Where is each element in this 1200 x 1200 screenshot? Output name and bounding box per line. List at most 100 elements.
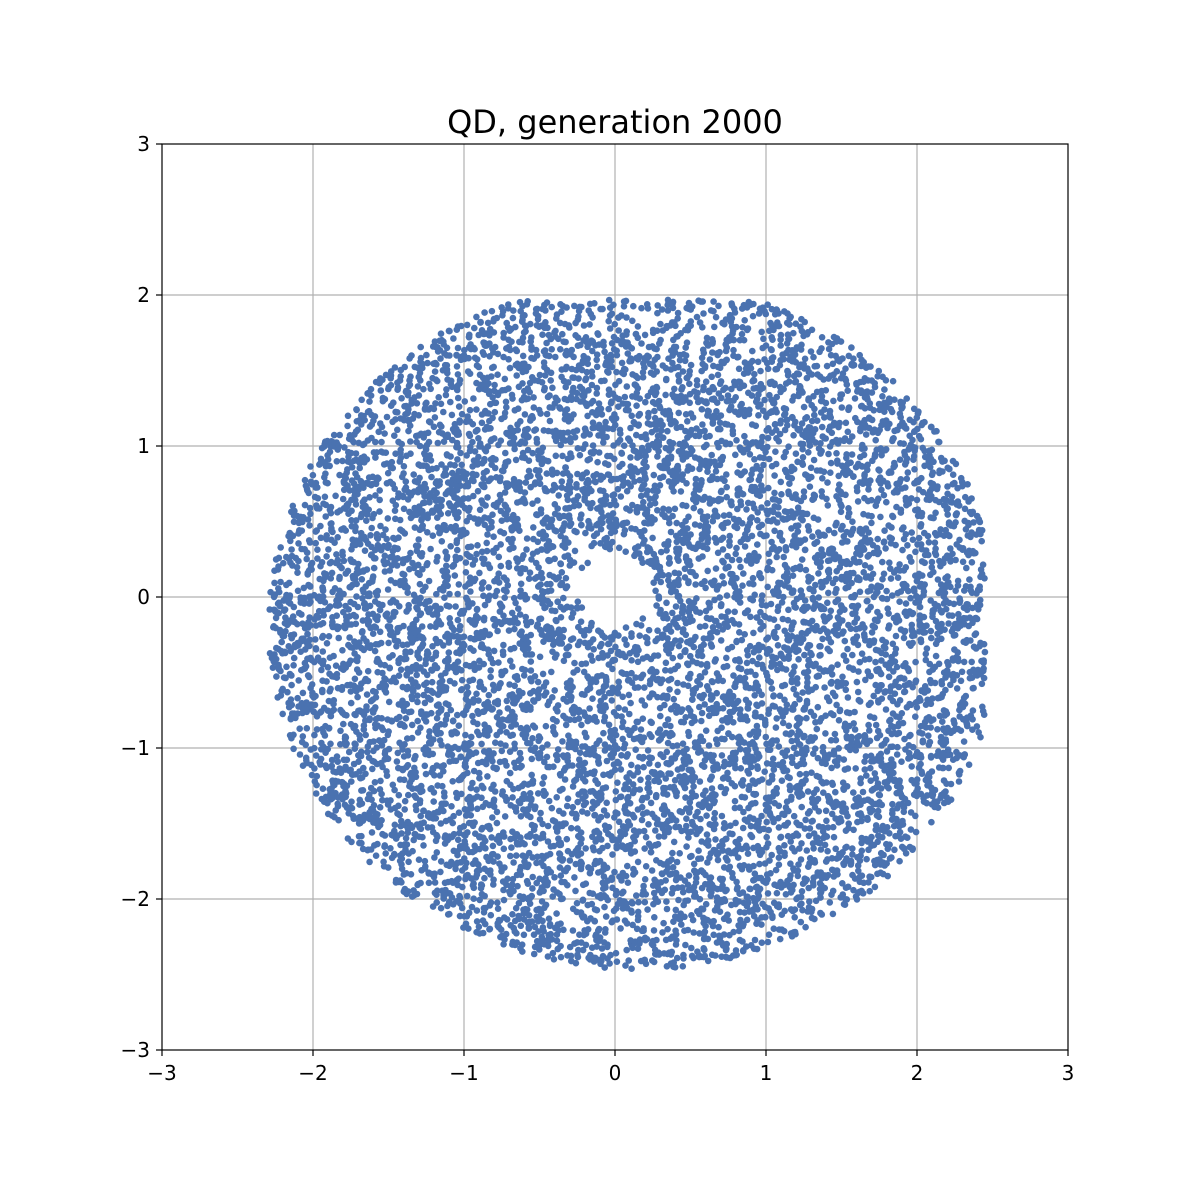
scatter-point xyxy=(857,424,864,432)
scatter-point xyxy=(514,882,521,890)
scatter-point xyxy=(446,590,453,598)
scatter-point xyxy=(476,371,484,379)
scatter-point xyxy=(396,776,404,783)
scatter-point xyxy=(888,816,896,823)
scatter-point xyxy=(768,305,776,313)
scatter-point xyxy=(695,952,703,959)
scatter-point xyxy=(759,900,766,908)
scatter-point xyxy=(442,669,449,677)
scatter-point xyxy=(927,724,934,731)
scatter-point xyxy=(453,439,461,447)
scatter-point xyxy=(775,861,783,868)
scatter-point xyxy=(612,643,619,651)
scatter-point xyxy=(931,539,939,546)
scatter-point xyxy=(664,925,671,933)
scatter-point xyxy=(896,697,904,704)
scatter-point xyxy=(329,618,336,626)
scatter-point xyxy=(915,486,923,493)
scatter-point xyxy=(510,859,517,866)
scatter-point xyxy=(514,619,521,627)
scatter-point xyxy=(660,919,667,927)
scatter-point xyxy=(801,318,808,326)
scatter-point xyxy=(698,838,705,845)
scatter-point xyxy=(663,748,671,756)
scatter-point xyxy=(749,312,757,320)
scatter-point xyxy=(733,886,741,893)
scatter-point xyxy=(378,790,385,798)
scatter-point xyxy=(642,833,650,841)
scatter-point xyxy=(758,328,765,336)
scatter-point xyxy=(573,484,580,491)
scatter-point xyxy=(828,671,836,678)
scatter-point xyxy=(508,844,515,851)
scatter-point xyxy=(645,413,652,421)
scatter-point xyxy=(568,824,575,832)
scatter-point xyxy=(942,597,950,604)
scatter-point xyxy=(421,762,429,770)
scatter-point xyxy=(512,904,520,912)
scatter-point xyxy=(772,448,779,456)
scatter-point xyxy=(539,744,546,752)
scatter-point xyxy=(603,799,610,807)
scatter-point xyxy=(451,572,459,579)
scatter-point xyxy=(475,769,483,777)
scatter-point xyxy=(634,908,642,916)
scatter-point xyxy=(947,558,954,565)
scatter-point xyxy=(501,594,509,601)
scatter-point xyxy=(297,596,305,603)
scatter-point xyxy=(859,788,867,796)
scatter-point xyxy=(833,567,840,575)
scatter-point xyxy=(889,512,896,520)
scatter-point xyxy=(405,427,412,435)
scatter-point xyxy=(546,571,553,579)
scatter-point xyxy=(624,479,632,487)
scatter-point xyxy=(480,579,487,586)
scatter-point xyxy=(789,414,796,422)
scatter-point xyxy=(885,610,892,617)
scatter-point xyxy=(376,487,384,494)
scatter-point xyxy=(760,335,767,343)
scatter-point xyxy=(527,667,535,674)
scatter-point xyxy=(534,538,542,546)
scatter-point xyxy=(638,816,646,824)
scatter-point xyxy=(548,668,555,676)
scatter-point xyxy=(714,475,721,483)
scatter-point xyxy=(425,577,433,585)
scatter-point xyxy=(283,581,290,589)
scatter-point xyxy=(400,463,408,470)
scatter-point xyxy=(626,710,633,718)
scatter-point xyxy=(710,307,717,315)
scatter-point xyxy=(443,386,450,393)
scatter-point xyxy=(465,848,473,856)
scatter-point xyxy=(485,631,493,639)
scatter-point xyxy=(475,435,482,442)
scatter-point xyxy=(317,534,325,542)
scatter-point xyxy=(712,565,720,572)
scatter-point xyxy=(805,449,812,456)
scatter-point xyxy=(285,643,293,650)
scatter-point xyxy=(669,849,676,857)
scatter-point xyxy=(401,806,409,813)
scatter-point xyxy=(808,651,815,659)
scatter-point xyxy=(732,451,739,459)
scatter-point xyxy=(549,384,556,392)
scatter-point xyxy=(764,746,772,753)
scatter-point xyxy=(943,780,950,787)
scatter-point xyxy=(554,746,562,753)
scatter-point xyxy=(434,439,442,447)
scatter-point xyxy=(405,791,412,799)
scatter-point xyxy=(675,548,682,555)
scatter-point xyxy=(368,434,375,442)
scatter-point xyxy=(369,765,376,773)
scatter-point xyxy=(701,669,709,676)
scatter-point xyxy=(729,427,737,435)
scatter-point xyxy=(538,569,545,577)
scatter-point xyxy=(768,851,775,859)
scatter-point xyxy=(747,613,754,621)
scatter-point xyxy=(583,469,590,476)
scatter-point xyxy=(417,343,425,351)
scatter-point xyxy=(369,630,377,637)
scatter-point xyxy=(313,726,321,733)
scatter-point xyxy=(641,876,649,883)
scatter-point xyxy=(470,767,478,775)
